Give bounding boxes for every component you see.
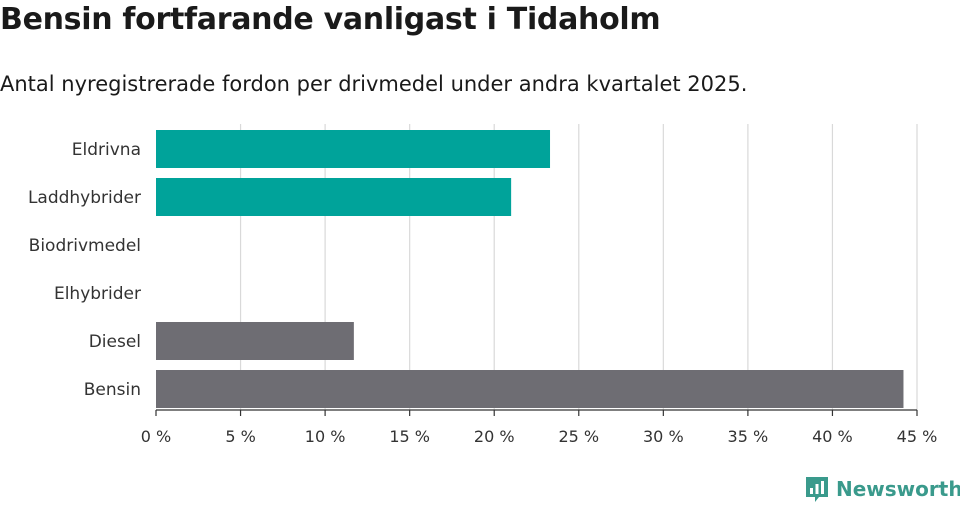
x-tick-label: 10 %: [305, 427, 346, 446]
bar-bensin[interactable]: [156, 370, 904, 408]
x-tick-label: 0 %: [141, 427, 171, 446]
newsworthy-brand[interactable]: Newsworthy: [804, 474, 960, 504]
category-label: Diesel: [89, 332, 141, 352]
label-layer: Eldrivna Laddhybrider Biodrivmedel Elhybrid…: [28, 140, 141, 400]
x-tick-label: 15 %: [389, 427, 430, 446]
brand-name: Newsworthy: [836, 477, 960, 501]
bar-layer: [156, 130, 904, 408]
x-tick-label: 30 %: [643, 427, 684, 446]
chart-subtitle: Antal nyregistrerade fordon per drivmede…: [0, 72, 748, 96]
bar-diesel[interactable]: [156, 322, 354, 360]
x-tick-label: 35 %: [728, 427, 769, 446]
category-label: Biodrivmedel: [29, 236, 141, 256]
category-label: Laddhybrider: [28, 188, 141, 208]
chart-title: Bensin fortfarande vanligast i Tidaholm: [0, 2, 661, 37]
category-label: Eldrivna: [72, 140, 141, 160]
x-tick-label: 40 %: [812, 427, 853, 446]
grid-layer: [239, 124, 918, 410]
bar-eldrivna[interactable]: [156, 130, 551, 168]
newsworthy-logo-icon: [806, 477, 828, 502]
axis-layer: 0 % 5 % 10 % 15 % 20 % 25 % 30 % 35 % 40 % 45 %: [141, 409, 938, 446]
category-label: Elhybrider: [54, 284, 141, 304]
x-tick-label: 20 %: [474, 427, 515, 446]
x-tick-label: 45 %: [897, 427, 938, 446]
bar-laddhybrider[interactable]: [156, 178, 512, 216]
x-tick-label: 25 %: [558, 427, 599, 446]
category-label: Bensin: [84, 380, 141, 400]
x-tick-label: 5 %: [225, 427, 255, 446]
